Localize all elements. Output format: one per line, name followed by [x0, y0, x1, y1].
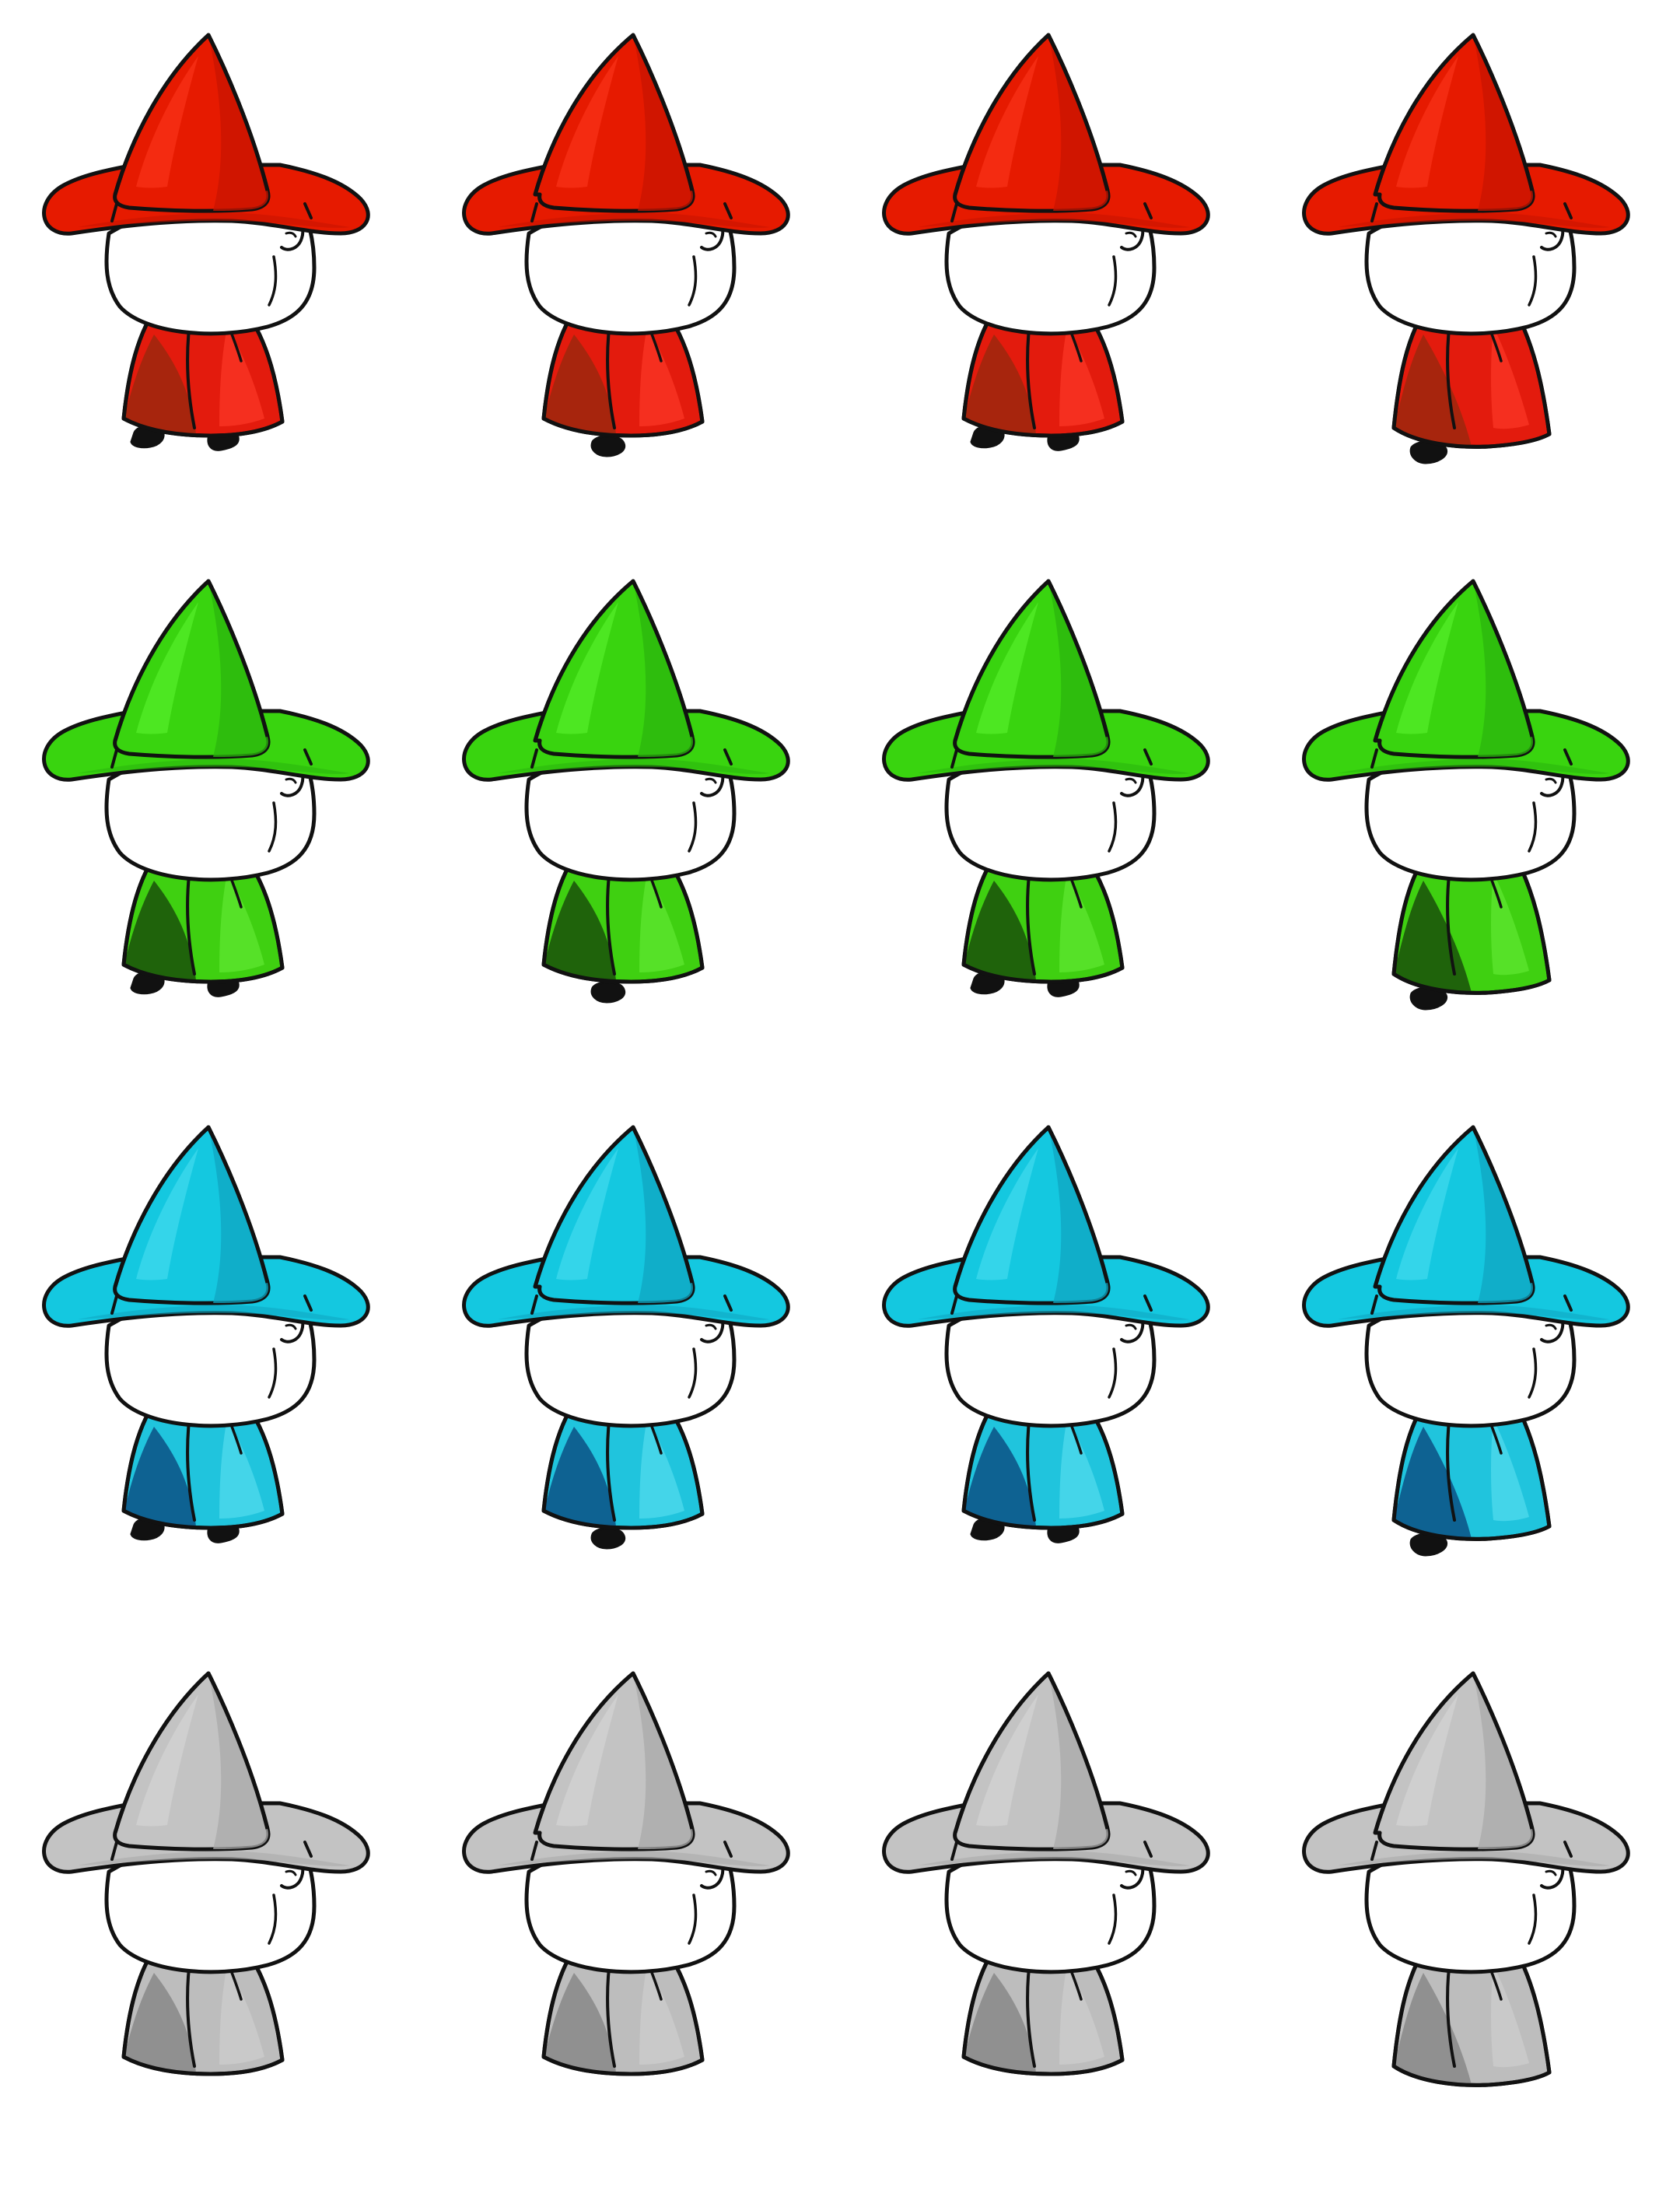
cloak-icon: [541, 1393, 705, 1530]
cloak-icon: [961, 1939, 1125, 2076]
boot-icon: [590, 981, 626, 1004]
wizard-sprite-gray-walk-2: [420, 1638, 840, 2184]
face-icon: [524, 1287, 737, 1428]
pointed-hat-icon: [462, 1125, 790, 1328]
pointed-hat-icon: [882, 579, 1210, 782]
wizard-sprite-gray-walk-3: [840, 1638, 1260, 2184]
boot-icon: [590, 435, 626, 457]
face-icon: [104, 194, 317, 336]
wizard-sprite-green-walk-3: [840, 546, 1260, 1092]
pointed-hat-icon: [882, 33, 1210, 236]
feet: [590, 435, 626, 457]
feet: [590, 981, 626, 1004]
cloak-icon: [541, 847, 705, 984]
wizard-sprite-green-walk-2: [420, 546, 840, 1092]
wizard-sprite-red-walk-3: [840, 0, 1260, 546]
cloak-icon: [541, 1939, 705, 2076]
pointed-hat-icon: [882, 1125, 1210, 1328]
cloak-icon: [121, 1939, 285, 2076]
wizard-sprite-red-walk-4: [1260, 0, 1680, 546]
cloak-icon: [961, 847, 1125, 984]
pointed-hat-icon: [1302, 33, 1630, 236]
pointed-hat-icon: [42, 33, 370, 236]
wizard-sprite-cyan-walk-1: [0, 1092, 420, 1638]
pointed-hat-icon: [42, 579, 370, 782]
wizard-sprite-red-walk-2: [420, 0, 840, 546]
pointed-hat-icon: [42, 1671, 370, 1874]
wizard-sprite-cyan-walk-3: [840, 1092, 1260, 1638]
pointed-hat-icon: [1302, 1671, 1630, 1874]
cloak-icon: [1391, 1938, 1552, 2087]
cloak-icon: [1391, 846, 1552, 995]
feet: [590, 1527, 626, 1550]
cloak-icon: [541, 301, 705, 438]
cloak-icon: [961, 301, 1125, 438]
wizard-sprite-gray-walk-4: [1260, 1638, 1680, 2184]
boot-icon: [590, 1527, 626, 1550]
wizard-sprite-gray-walk-1: [0, 1638, 420, 2184]
face-icon: [944, 194, 1157, 336]
cloak-icon: [1391, 300, 1552, 449]
wizard-sprite-cyan-walk-2: [420, 1092, 840, 1638]
pointed-hat-icon: [462, 579, 790, 782]
cloak-icon: [121, 847, 285, 984]
wizard-sprite-cyan-walk-4: [1260, 1092, 1680, 1638]
pointed-hat-icon: [462, 33, 790, 236]
pointed-hat-icon: [882, 1671, 1210, 1874]
pointed-hat-icon: [42, 1125, 370, 1328]
cloak-icon: [961, 1393, 1125, 1530]
wizard-sprite-green-walk-4: [1260, 546, 1680, 1092]
wizard-sprite-green-walk-1: [0, 546, 420, 1092]
pointed-hat-icon: [462, 1671, 790, 1874]
pointed-hat-icon: [1302, 579, 1630, 782]
pointed-hat-icon: [1302, 1125, 1630, 1328]
cloak-icon: [121, 1393, 285, 1530]
wizard-sprite-red-walk-1: [0, 0, 420, 546]
